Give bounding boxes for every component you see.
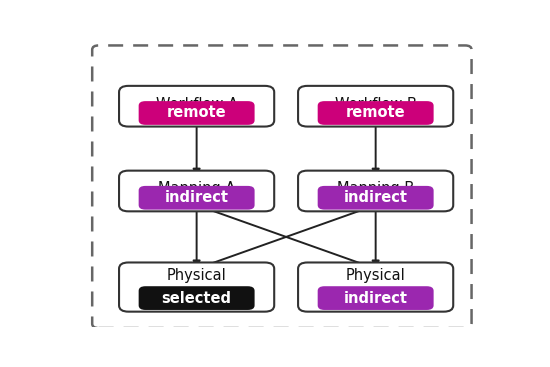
FancyBboxPatch shape [119, 171, 274, 211]
Text: indirect: indirect [164, 190, 229, 205]
Text: Physical
Data Object A: Physical Data Object A [146, 268, 248, 302]
FancyBboxPatch shape [139, 186, 255, 210]
FancyBboxPatch shape [119, 262, 274, 312]
FancyBboxPatch shape [318, 101, 433, 125]
Text: remote: remote [346, 105, 405, 120]
FancyBboxPatch shape [298, 86, 453, 127]
FancyBboxPatch shape [318, 286, 433, 310]
Text: Physical
Data Object B: Physical Data Object B [324, 268, 427, 302]
Text: remote: remote [167, 105, 227, 120]
Text: Workflow B: Workflow B [335, 97, 416, 112]
Text: indirect: indirect [344, 291, 408, 306]
FancyBboxPatch shape [119, 86, 274, 127]
FancyBboxPatch shape [298, 171, 453, 211]
FancyBboxPatch shape [139, 101, 255, 125]
Text: Mapping A: Mapping A [158, 181, 235, 196]
FancyBboxPatch shape [139, 286, 255, 310]
FancyBboxPatch shape [298, 262, 453, 312]
FancyBboxPatch shape [318, 186, 433, 210]
Text: selected: selected [162, 291, 232, 306]
Text: Mapping B: Mapping B [337, 181, 414, 196]
Text: Workflow A: Workflow A [156, 97, 238, 112]
Text: indirect: indirect [344, 190, 408, 205]
